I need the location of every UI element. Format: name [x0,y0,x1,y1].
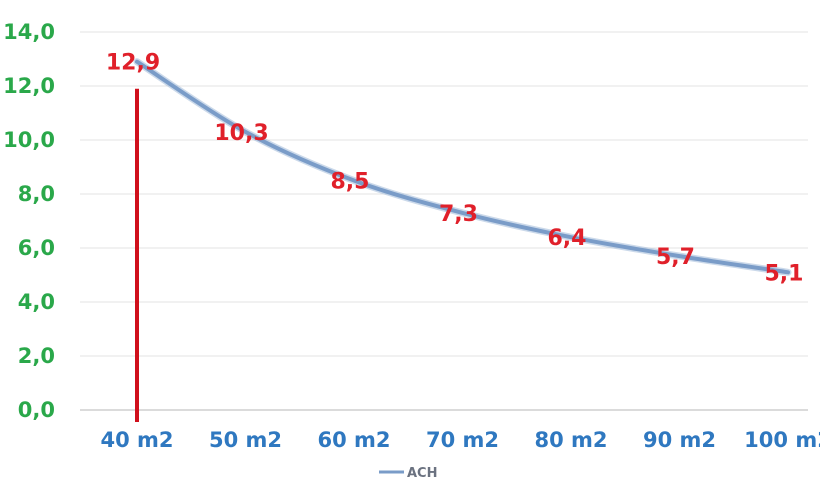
series-line-glow [133,58,792,276]
y-tick-label: 2,0 [18,344,55,368]
y-axis-tick-labels: 0,0 2,0 4,0 6,0 8,0 10,0 12,0 14,0 [3,20,55,422]
data-label: 5,7 [656,245,695,270]
legend-label-ach: ACH [407,466,437,481]
x-tick-label: 40 m2 [100,428,173,452]
x-tick-label: 100 m2 [744,428,820,452]
x-tick-label: 50 m2 [209,428,282,452]
series-line-ach [135,59,790,275]
x-tick-label: 60 m2 [317,428,390,452]
y-tick-label: 0,0 [18,398,55,422]
legend: ACH [379,466,437,481]
data-label: 7,3 [439,202,478,227]
y-tick-label: 12,0 [3,74,55,98]
y-tick-label: 14,0 [3,20,55,44]
series-layer [133,58,792,276]
x-tick-label: 80 m2 [534,428,607,452]
data-label: 8,5 [331,170,370,195]
x-tick-label: 90 m2 [643,428,716,452]
data-labels: 12,9 10,3 8,5 7,3 6,4 5,7 5,1 [106,51,804,287]
gridlines [80,31,808,411]
y-tick-label: 10,0 [3,128,55,152]
data-label: 6,4 [548,226,587,251]
x-axis-tick-labels: 40 m2 50 m2 60 m2 70 m2 80 m2 90 m2 100 m2 [100,428,820,452]
y-tick-label: 8,0 [18,182,55,206]
y-tick-label: 4,0 [18,290,55,314]
data-label: 5,1 [765,261,804,286]
data-label: 10,3 [214,121,268,146]
x-tick-label: 70 m2 [426,428,499,452]
data-label: 12,9 [106,51,160,76]
y-tick-label: 6,0 [18,236,55,260]
